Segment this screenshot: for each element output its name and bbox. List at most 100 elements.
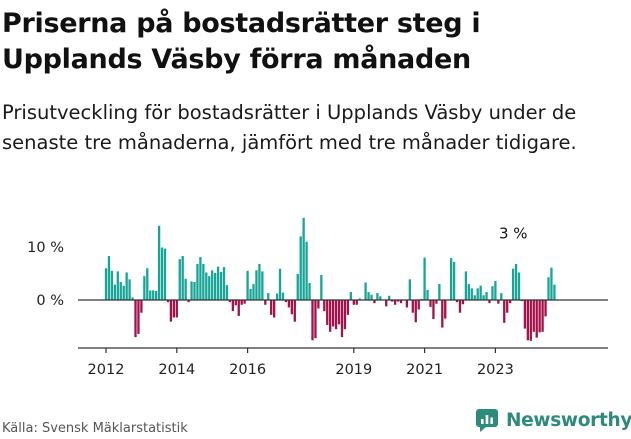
bar bbox=[340, 300, 344, 338]
bar bbox=[473, 295, 476, 300]
bar bbox=[155, 290, 158, 300]
bar bbox=[470, 288, 473, 300]
bar bbox=[246, 270, 249, 300]
bar bbox=[317, 300, 320, 309]
newsworthy-logo: Newsworthy bbox=[474, 405, 631, 435]
bar bbox=[296, 274, 299, 300]
x-tick-label: 2012 bbox=[88, 362, 125, 378]
bar bbox=[511, 268, 515, 300]
bar bbox=[314, 300, 317, 339]
bar bbox=[113, 284, 116, 300]
bar bbox=[506, 300, 509, 313]
bar bbox=[214, 272, 217, 300]
bar bbox=[355, 300, 358, 305]
bar bbox=[134, 300, 137, 338]
bar bbox=[432, 300, 435, 320]
bar bbox=[488, 300, 491, 304]
bar bbox=[293, 300, 296, 322]
bar bbox=[396, 300, 400, 302]
y-tick-label: 10 % bbox=[27, 240, 64, 256]
bar bbox=[532, 300, 535, 332]
bar bbox=[302, 217, 305, 300]
bar bbox=[131, 297, 134, 300]
bar-chart: 0 % 10 % 2012 2014 2016 2019 2021 2023 3 % bbox=[27, 217, 608, 378]
bar bbox=[252, 284, 255, 300]
bar bbox=[479, 285, 482, 300]
bar bbox=[196, 263, 199, 300]
bar bbox=[172, 300, 175, 318]
bar bbox=[273, 300, 276, 318]
value-annotation: 3 % bbox=[499, 224, 528, 242]
bar bbox=[125, 272, 128, 300]
bar bbox=[308, 283, 311, 300]
bar bbox=[160, 247, 164, 300]
bar bbox=[450, 258, 453, 300]
bar bbox=[278, 268, 282, 300]
x-tick-label: 2014 bbox=[158, 362, 195, 378]
bar bbox=[211, 270, 214, 300]
bar bbox=[399, 300, 403, 304]
bar bbox=[370, 294, 373, 300]
bar bbox=[423, 257, 426, 300]
bar bbox=[491, 286, 494, 300]
bar bbox=[116, 271, 119, 300]
bar bbox=[184, 278, 187, 300]
bar bbox=[181, 256, 184, 300]
chart-subtitle: Prisutveckling för bostadsrätter i Uppla… bbox=[2, 101, 577, 154]
bar bbox=[311, 300, 314, 341]
bar bbox=[349, 292, 352, 300]
bar bbox=[149, 290, 152, 300]
bar bbox=[376, 293, 379, 300]
bar bbox=[476, 288, 479, 300]
bar bbox=[119, 281, 122, 300]
bar bbox=[526, 300, 529, 341]
bar bbox=[128, 279, 131, 300]
bar bbox=[205, 272, 208, 300]
bar bbox=[329, 300, 332, 332]
bar bbox=[146, 268, 149, 300]
bar bbox=[305, 241, 308, 300]
bar bbox=[137, 300, 140, 334]
bar bbox=[494, 280, 497, 300]
bar bbox=[326, 300, 329, 325]
bar bbox=[414, 300, 417, 323]
bar bbox=[264, 300, 267, 305]
bar bbox=[388, 295, 391, 300]
bar bbox=[284, 300, 288, 303]
x-axis: 2012 2014 2016 2019 2021 2023 bbox=[78, 347, 608, 378]
bar bbox=[337, 300, 341, 325]
bar bbox=[104, 268, 108, 300]
bar bbox=[228, 300, 232, 303]
bar bbox=[275, 293, 279, 300]
bar bbox=[122, 285, 125, 300]
bar bbox=[281, 292, 285, 300]
bar bbox=[163, 248, 167, 300]
bar bbox=[509, 300, 512, 304]
bar bbox=[175, 300, 178, 318]
bar bbox=[485, 292, 488, 300]
bar bbox=[323, 300, 326, 312]
y-tick-label: 0 % bbox=[36, 293, 64, 309]
bar bbox=[461, 300, 465, 305]
bar bbox=[243, 300, 246, 304]
bar bbox=[455, 300, 459, 303]
bar bbox=[346, 300, 350, 315]
bar bbox=[444, 300, 447, 319]
bar bbox=[379, 296, 382, 300]
bar bbox=[435, 300, 438, 304]
bar bbox=[408, 279, 411, 300]
bar bbox=[225, 285, 229, 300]
bar bbox=[500, 293, 503, 300]
bar bbox=[514, 263, 518, 300]
bar bbox=[553, 284, 556, 300]
bar bbox=[550, 267, 553, 300]
bar bbox=[538, 300, 541, 333]
bar bbox=[299, 236, 302, 300]
bar bbox=[452, 261, 456, 300]
bar bbox=[190, 281, 193, 300]
bar bbox=[187, 300, 190, 303]
bar bbox=[367, 292, 370, 300]
bar bbox=[438, 284, 441, 300]
bar bbox=[255, 270, 258, 300]
x-tick-label: 2021 bbox=[406, 362, 443, 378]
